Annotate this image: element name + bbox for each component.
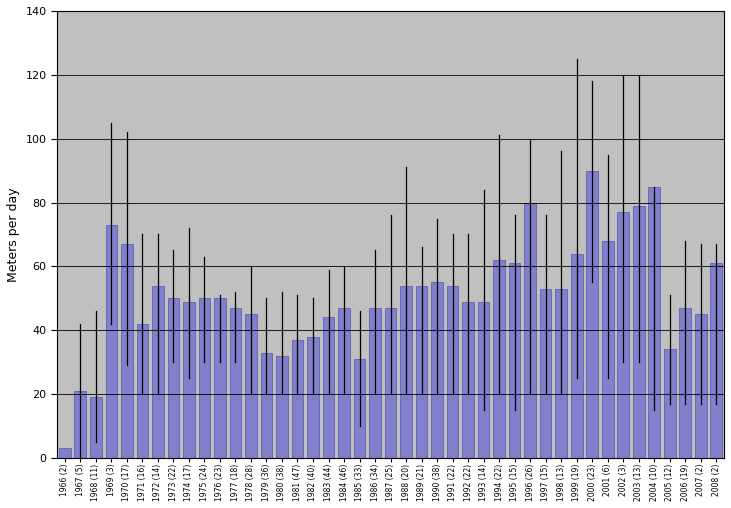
Bar <box>307 337 319 458</box>
Bar <box>276 356 288 458</box>
Bar <box>447 285 458 458</box>
Bar <box>462 302 474 458</box>
Bar <box>431 282 443 458</box>
Bar <box>679 308 691 458</box>
Bar <box>711 263 722 458</box>
Bar <box>478 302 490 458</box>
Bar <box>586 171 598 458</box>
Bar <box>401 285 412 458</box>
Bar <box>556 289 567 458</box>
Bar <box>633 206 645 458</box>
Bar <box>152 285 164 458</box>
Bar <box>338 308 350 458</box>
Bar <box>261 353 272 458</box>
Bar <box>493 260 505 458</box>
Bar <box>59 449 71 458</box>
Bar <box>416 285 428 458</box>
Bar <box>385 308 396 458</box>
Bar <box>695 314 707 458</box>
Bar <box>90 397 102 458</box>
Bar <box>230 308 241 458</box>
Bar <box>648 186 660 458</box>
Bar <box>105 225 117 458</box>
Bar <box>571 253 583 458</box>
Y-axis label: Meters per day: Meters per day <box>7 187 20 282</box>
Bar <box>602 241 613 458</box>
Bar <box>354 359 366 458</box>
Bar <box>540 289 551 458</box>
Bar <box>183 302 194 458</box>
Bar <box>322 318 334 458</box>
Bar <box>167 298 179 458</box>
Bar <box>369 308 381 458</box>
Bar <box>121 244 132 458</box>
Bar <box>245 314 257 458</box>
Bar <box>137 324 148 458</box>
Bar <box>214 298 226 458</box>
Bar <box>618 212 629 458</box>
Bar <box>75 391 86 458</box>
Bar <box>199 298 211 458</box>
Bar <box>509 263 520 458</box>
Bar <box>664 350 675 458</box>
Bar <box>524 203 536 458</box>
Bar <box>292 340 303 458</box>
